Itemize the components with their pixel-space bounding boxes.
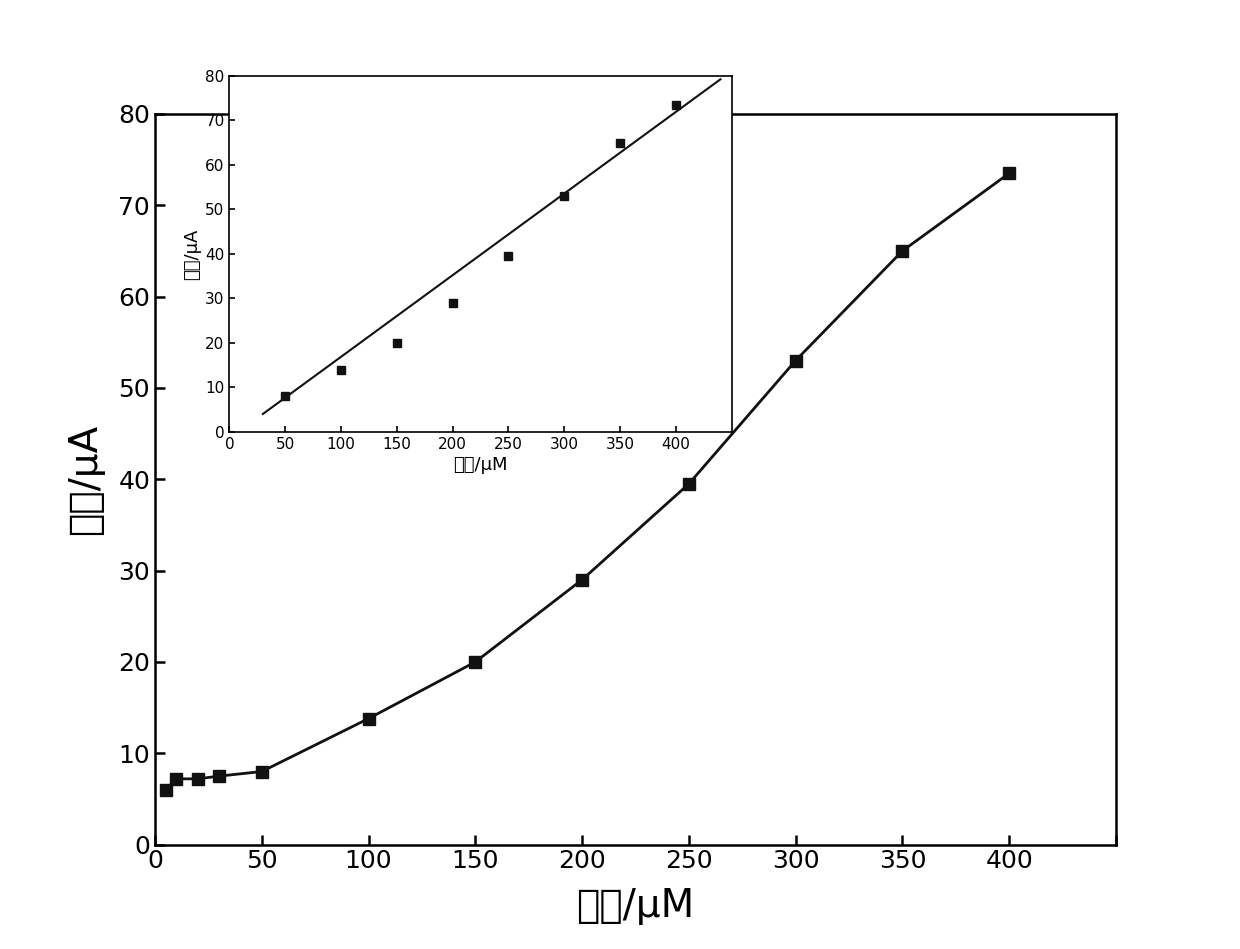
X-axis label: 浓度/μM: 浓度/μM [454,456,507,474]
Y-axis label: 电流/μA: 电流/μA [184,228,201,280]
X-axis label: 浓度/μM: 浓度/μM [577,887,694,925]
Y-axis label: 电流/μA: 电流/μA [67,423,104,535]
